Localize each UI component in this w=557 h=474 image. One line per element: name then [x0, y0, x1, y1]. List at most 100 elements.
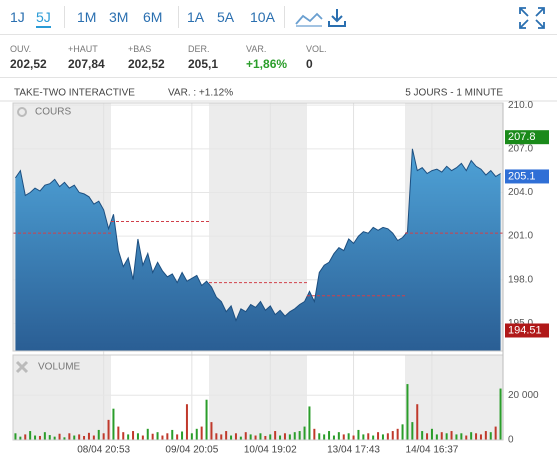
volume-bar	[166, 433, 169, 440]
day-shade	[209, 355, 307, 440]
volume-bar	[421, 431, 424, 440]
stat-value: 202,52	[128, 57, 165, 71]
volume-bar	[308, 406, 311, 440]
volume-bar	[494, 426, 497, 440]
stat: VAR. +1,86%	[246, 44, 287, 71]
volume-bar	[367, 433, 370, 440]
volume-bar	[78, 434, 81, 440]
volume-bar	[156, 432, 159, 440]
volume-bar	[249, 434, 252, 440]
volume-bar	[220, 434, 223, 440]
volume-bar	[381, 434, 384, 440]
stat-label: VOL.	[306, 44, 327, 54]
volume-bar	[92, 435, 95, 440]
separator	[64, 6, 65, 28]
stat-label: +BAS	[128, 44, 152, 54]
separator	[178, 6, 179, 28]
volume-bar	[411, 422, 414, 440]
volume-bar	[200, 426, 203, 440]
volume-bar	[455, 434, 458, 440]
volume-bar	[190, 433, 193, 440]
x-tick-label: 13/04 17:43	[327, 445, 380, 456]
x-tick-label: 14/04 16:37	[406, 445, 459, 456]
volume-bar	[58, 433, 61, 440]
panel-label: VOLUME	[38, 362, 81, 373]
volume-bar	[146, 428, 149, 440]
volume-bar	[132, 431, 135, 440]
period-button[interactable]: 1M	[77, 9, 97, 25]
y-tick-label: 210.0	[508, 100, 533, 111]
tool-icons[interactable]	[294, 6, 354, 30]
volume-bar	[117, 426, 120, 440]
x-tick-label: 10/04 19:02	[244, 445, 297, 456]
volume-bar	[68, 433, 71, 440]
gear-icon	[17, 107, 27, 117]
separator	[284, 6, 285, 28]
stat-value: 205,1	[188, 57, 219, 71]
volume-bar	[440, 432, 443, 440]
volume-bar	[460, 433, 463, 440]
volume-bar	[230, 435, 233, 440]
stat-value: 202,52	[10, 57, 47, 71]
volume-bar	[43, 432, 46, 440]
volume-bar	[97, 429, 100, 440]
chart-annotation: 5 JOURS - 1 MINUTE	[405, 88, 503, 99]
day-shade	[13, 355, 111, 440]
volume-bar	[279, 435, 282, 440]
volume-bar	[185, 404, 188, 440]
stat: OUV. 202,52	[10, 44, 47, 71]
volume-bar	[470, 432, 473, 440]
volume-bar	[225, 431, 228, 440]
volume-bar	[205, 399, 208, 440]
period-button[interactable]: 1J	[10, 9, 25, 25]
fullscreen-icon[interactable]	[518, 6, 546, 30]
day-shade	[405, 355, 503, 440]
x-tick-label: 09/04 20:05	[165, 445, 218, 456]
volume-bar	[87, 432, 90, 440]
price-area	[15, 148, 501, 351]
volume-bar	[14, 433, 17, 440]
stat-value: +1,86%	[246, 57, 288, 71]
volume-bar	[445, 433, 448, 440]
period-button[interactable]: 1A	[187, 9, 205, 25]
period-button[interactable]: 10A	[250, 9, 275, 25]
volume-bar	[127, 434, 130, 440]
volume-bar	[406, 384, 409, 440]
volume-bar	[210, 422, 213, 440]
volume-bar	[352, 435, 355, 440]
volume-bar	[48, 435, 51, 440]
price-badge	[505, 323, 549, 338]
volume-bar	[396, 428, 399, 440]
volume-bar	[337, 432, 340, 440]
volume-bar	[234, 433, 237, 440]
stat: +BAS 202,52	[128, 44, 165, 71]
volume-bar	[269, 434, 272, 440]
volume-bar	[489, 432, 492, 440]
price-badge-label: 205.1	[508, 170, 536, 182]
y-tick-label: 201.0	[508, 231, 533, 242]
y-tick-label: 20 000	[508, 390, 539, 401]
period-button[interactable]: 5A	[217, 9, 235, 25]
volume-bar	[141, 435, 144, 440]
volume-bar	[176, 434, 179, 440]
period-button[interactable]: 6M	[143, 9, 163, 25]
volume-bar	[19, 436, 22, 440]
volume-bar	[254, 435, 257, 440]
volume-bar	[195, 428, 198, 440]
period-button[interactable]: 3M	[109, 9, 129, 25]
chart-title: TAKE-TWO INTERACTIVE	[14, 88, 135, 99]
volume-bar	[151, 433, 154, 440]
x-tick-label: 08/04 20:53	[77, 445, 130, 456]
volume-bar	[283, 433, 286, 440]
stat: +HAUT 207,84	[68, 44, 105, 71]
stat: DER. 205,1	[188, 44, 218, 71]
volume-bar	[83, 435, 86, 440]
period-button[interactable]: 5J	[36, 9, 51, 28]
volume-bar	[107, 419, 110, 440]
volume-bar	[401, 424, 404, 440]
y-tick-label: 198.0	[508, 274, 533, 285]
volume-bar	[29, 431, 32, 440]
volume-bar	[259, 433, 262, 440]
volume-bar	[426, 433, 429, 440]
